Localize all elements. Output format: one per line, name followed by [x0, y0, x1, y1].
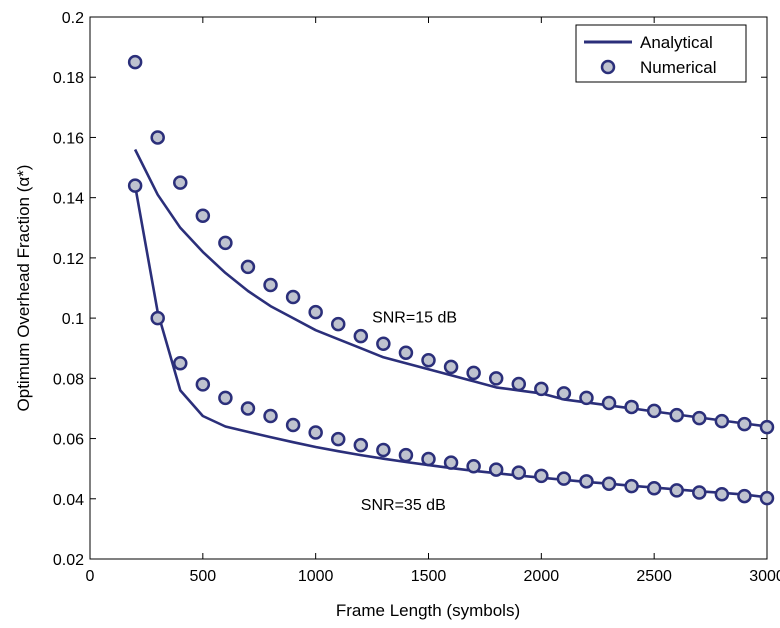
- numerical-point-snr-35-db: [195, 377, 211, 392]
- numerical-point-snr-35-db: [646, 480, 662, 496]
- series-markers: [127, 54, 775, 506]
- y-tick-label: 0.2: [62, 10, 84, 27]
- numerical-point-snr-15-db: [556, 386, 572, 401]
- numerical-point-snr-35-db: [466, 459, 481, 474]
- numerical-point-snr-15-db: [737, 416, 752, 432]
- numerical-point-snr-35-db: [421, 451, 436, 467]
- plot-area: [89, 16, 768, 560]
- x-tick-label: 1000: [298, 568, 334, 585]
- y-tick-label: 0.02: [53, 552, 84, 569]
- numerical-point-snr-15-db: [308, 304, 323, 320]
- numerical-point-snr-15-db: [601, 395, 617, 411]
- y-tick-label: 0.06: [53, 432, 84, 449]
- annotation-label: SNR=35 dB: [361, 497, 446, 514]
- numerical-point-snr-35-db: [398, 447, 414, 463]
- y-tick-label: 0.14: [53, 191, 84, 208]
- numerical-point-snr-15-db: [421, 353, 436, 368]
- numerical-point-snr-15-db: [579, 390, 594, 406]
- x-tick-label: 2000: [524, 568, 560, 585]
- annotations: SNR=15 dB SNR=35 dB: [361, 310, 457, 515]
- numerical-point-snr-15-db: [150, 130, 165, 145]
- numerical-point-snr-35-db: [759, 490, 775, 506]
- numerical-point-snr-15-db: [669, 407, 684, 423]
- legend-label-numerical: Numerical: [640, 58, 717, 77]
- y-tick-label: 0.1: [62, 311, 84, 328]
- y-tick-label: 0.18: [53, 70, 84, 87]
- numerical-point-snr-15-db: [511, 376, 527, 392]
- numerical-point-snr-35-db: [556, 471, 572, 486]
- numerical-point-snr-35-db: [173, 356, 188, 371]
- x-tick-label: 500: [189, 568, 216, 585]
- numerical-point-snr-15-db: [353, 328, 369, 344]
- numerical-point-snr-15-db: [240, 259, 256, 275]
- numerical-point-snr-35-db: [127, 178, 143, 193]
- numerical-point-snr-35-db: [218, 390, 233, 406]
- legend: Analytical Numerical: [575, 24, 747, 83]
- numerical-point-snr-15-db: [173, 175, 188, 190]
- numerical-point-snr-35-db: [488, 462, 504, 477]
- numerical-point-snr-35-db: [579, 474, 594, 489]
- legend-marker-swatch: [600, 59, 616, 75]
- numerical-point-snr-15-db: [488, 371, 504, 386]
- x-tick-label: 1500: [411, 568, 447, 585]
- numerical-point-snr-15-db: [759, 419, 775, 435]
- y-tick-label: 0.12: [53, 251, 84, 268]
- x-tick-label: 2500: [636, 568, 672, 585]
- numerical-point-snr-15-db: [376, 336, 391, 351]
- x-axis-title: Frame Length (symbols): [336, 601, 520, 620]
- numerical-point-snr-35-db: [240, 401, 256, 416]
- numerical-point-snr-15-db: [263, 277, 278, 293]
- numerical-point-snr-15-db: [218, 235, 233, 251]
- numerical-point-snr-15-db: [534, 381, 549, 397]
- annotation-label: SNR=15 dB: [372, 310, 457, 327]
- numerical-point-snr-15-db: [466, 365, 481, 381]
- numerical-point-snr-35-db: [353, 437, 369, 453]
- legend-label-analytical: Analytical: [640, 33, 713, 52]
- numerical-point-snr-35-db: [692, 485, 707, 500]
- numerical-point-snr-15-db: [285, 289, 301, 305]
- y-tick-label: 0.04: [53, 492, 84, 509]
- numerical-point-snr-35-db: [737, 488, 752, 504]
- numerical-point-snr-15-db: [443, 359, 459, 375]
- numerical-point-snr-15-db: [714, 413, 730, 429]
- y-tick-label: 0.08: [53, 371, 84, 388]
- numerical-point-snr-15-db: [330, 316, 346, 332]
- numerical-point-snr-15-db: [624, 399, 639, 415]
- numerical-point-snr-35-db: [443, 455, 459, 470]
- numerical-point-snr-35-db: [330, 431, 346, 447]
- numerical-point-snr-35-db: [601, 476, 617, 491]
- numerical-point-snr-35-db: [150, 310, 165, 326]
- numerical-point-snr-35-db: [376, 442, 391, 458]
- analytical-line-snr-15-db: [133, 148, 768, 428]
- numerical-point-snr-15-db: [692, 410, 707, 426]
- numerical-point-snr-15-db: [646, 403, 662, 419]
- numerical-point-snr-15-db: [398, 345, 414, 360]
- numerical-point-snr-35-db: [534, 468, 549, 484]
- x-tick-label: 0: [86, 568, 95, 585]
- y-axis-title: Optimum Overhead Fraction (α*): [14, 165, 33, 412]
- numerical-point-snr-35-db: [308, 425, 323, 440]
- numerical-point-snr-15-db: [195, 208, 211, 223]
- y-tick-label: 0.16: [53, 130, 84, 147]
- numerical-point-snr-35-db: [714, 487, 730, 502]
- numerical-point-snr-35-db: [624, 478, 639, 494]
- numerical-point-snr-35-db: [263, 408, 278, 424]
- numerical-point-snr-15-db: [127, 54, 143, 70]
- numerical-point-snr-35-db: [285, 417, 301, 433]
- numerical-point-snr-35-db: [669, 483, 684, 498]
- numerical-point-snr-35-db: [511, 465, 527, 480]
